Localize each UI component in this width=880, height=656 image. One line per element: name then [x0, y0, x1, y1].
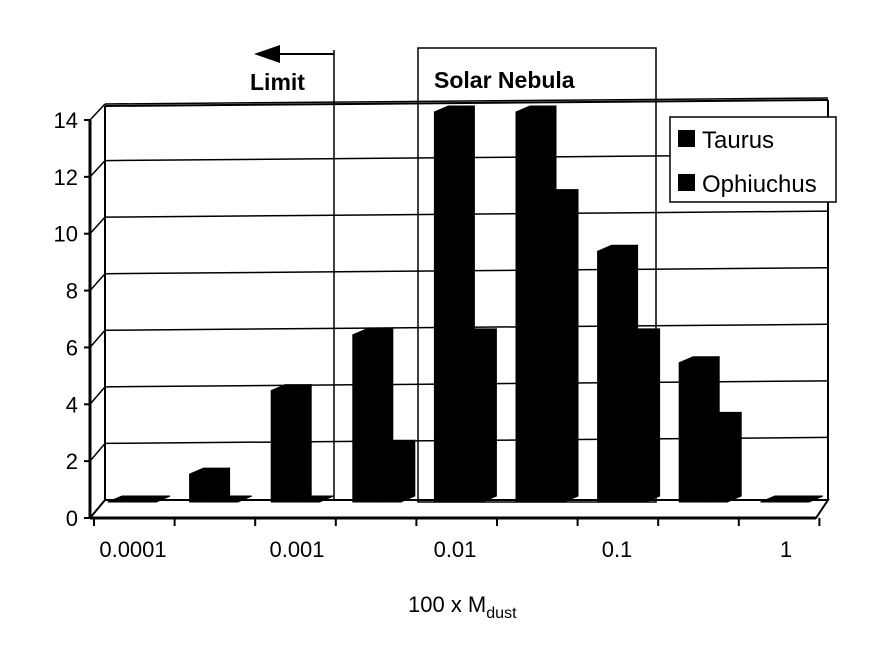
bar-front-face: [189, 473, 217, 503]
bar-front-face: [455, 334, 483, 503]
bar-ophiuchus: [374, 439, 416, 503]
bar-front-face: [700, 417, 728, 503]
x-tick-label: 1: [780, 537, 792, 562]
bar-side-face: [400, 439, 416, 503]
y-tick-label: 0: [66, 506, 78, 531]
bar-side-face: [726, 411, 742, 503]
gridline-side: [89, 442, 106, 462]
legend-label-ophiuchus: Ophiuchus: [702, 171, 817, 198]
solar-nebula-box: [417, 47, 657, 503]
bar-ophiuchus: [700, 411, 742, 503]
bar-front-face: [537, 195, 565, 503]
bar-ophiuchus: [455, 328, 497, 503]
gridline-side: [89, 103, 106, 121]
bar-ophiuchus: [211, 495, 252, 503]
legend-label-taurus: Taurus: [702, 127, 774, 154]
bar-front-face: [619, 334, 647, 503]
bar-side-face: [645, 328, 661, 503]
limit-label: Limit: [250, 69, 305, 95]
gridline: [104, 97, 829, 105]
x-tick-label: 0.1: [602, 537, 633, 562]
x-tick-label: 0.01: [434, 537, 477, 562]
x-axis: 0.0001 0.001 0.01 0.1 1: [90, 516, 821, 562]
gridline-side: [89, 160, 106, 178]
x-axis-title-sub: dust: [486, 605, 517, 622]
legend-box: [669, 116, 837, 203]
bar-side-face: [155, 495, 171, 503]
legend: Taurus Ophiuchus: [669, 116, 837, 203]
x-axis-title-main: 100 x M: [408, 592, 486, 617]
y-tick-label: 14: [54, 108, 78, 133]
x-axis-title: 100 x Mdust: [408, 592, 517, 622]
limit-arrow-icon: [254, 45, 280, 63]
gridline-side: [89, 386, 106, 405]
legend-swatch-ophiuchus: [678, 174, 695, 191]
bar-side-face: [481, 328, 497, 503]
bar-taurus: [270, 383, 312, 503]
bar-ophiuchus: [129, 495, 171, 503]
bar-side-face: [296, 383, 312, 503]
gridline-side: [89, 329, 106, 348]
solar-nebula-label: Solar Nebula: [434, 67, 575, 93]
bar-side-face: [808, 495, 823, 503]
y-tick-label: 2: [66, 449, 78, 474]
bar-ophiuchus: [619, 328, 661, 503]
bar-side-face: [319, 495, 334, 503]
y-tick-label: 4: [66, 392, 78, 417]
bar-front-face: [270, 390, 298, 503]
gridline-side: [89, 216, 106, 235]
y-tick-label: 12: [54, 165, 78, 190]
bar-side-face: [237, 495, 252, 503]
legend-swatch-taurus: [678, 130, 695, 147]
bars: [107, 105, 823, 503]
bar-side-face: [563, 188, 579, 503]
bar-front-face: [374, 445, 402, 503]
y-tick-label: 8: [66, 279, 78, 304]
bar-ophiuchus: [292, 495, 334, 503]
gridline-side: [89, 273, 106, 292]
x-tick-label: 0.001: [269, 537, 324, 562]
y-tick-label: 6: [66, 335, 78, 360]
y-tick-label: 10: [54, 222, 78, 247]
y-axis: 0 2 4 6 8 10 12 14: [54, 108, 90, 531]
annotations: Limit Solar Nebula: [250, 45, 657, 503]
bar-ophiuchus: [537, 188, 579, 503]
x-tick-label: 0.0001: [99, 537, 166, 562]
bar-ophiuchus: [782, 495, 823, 503]
